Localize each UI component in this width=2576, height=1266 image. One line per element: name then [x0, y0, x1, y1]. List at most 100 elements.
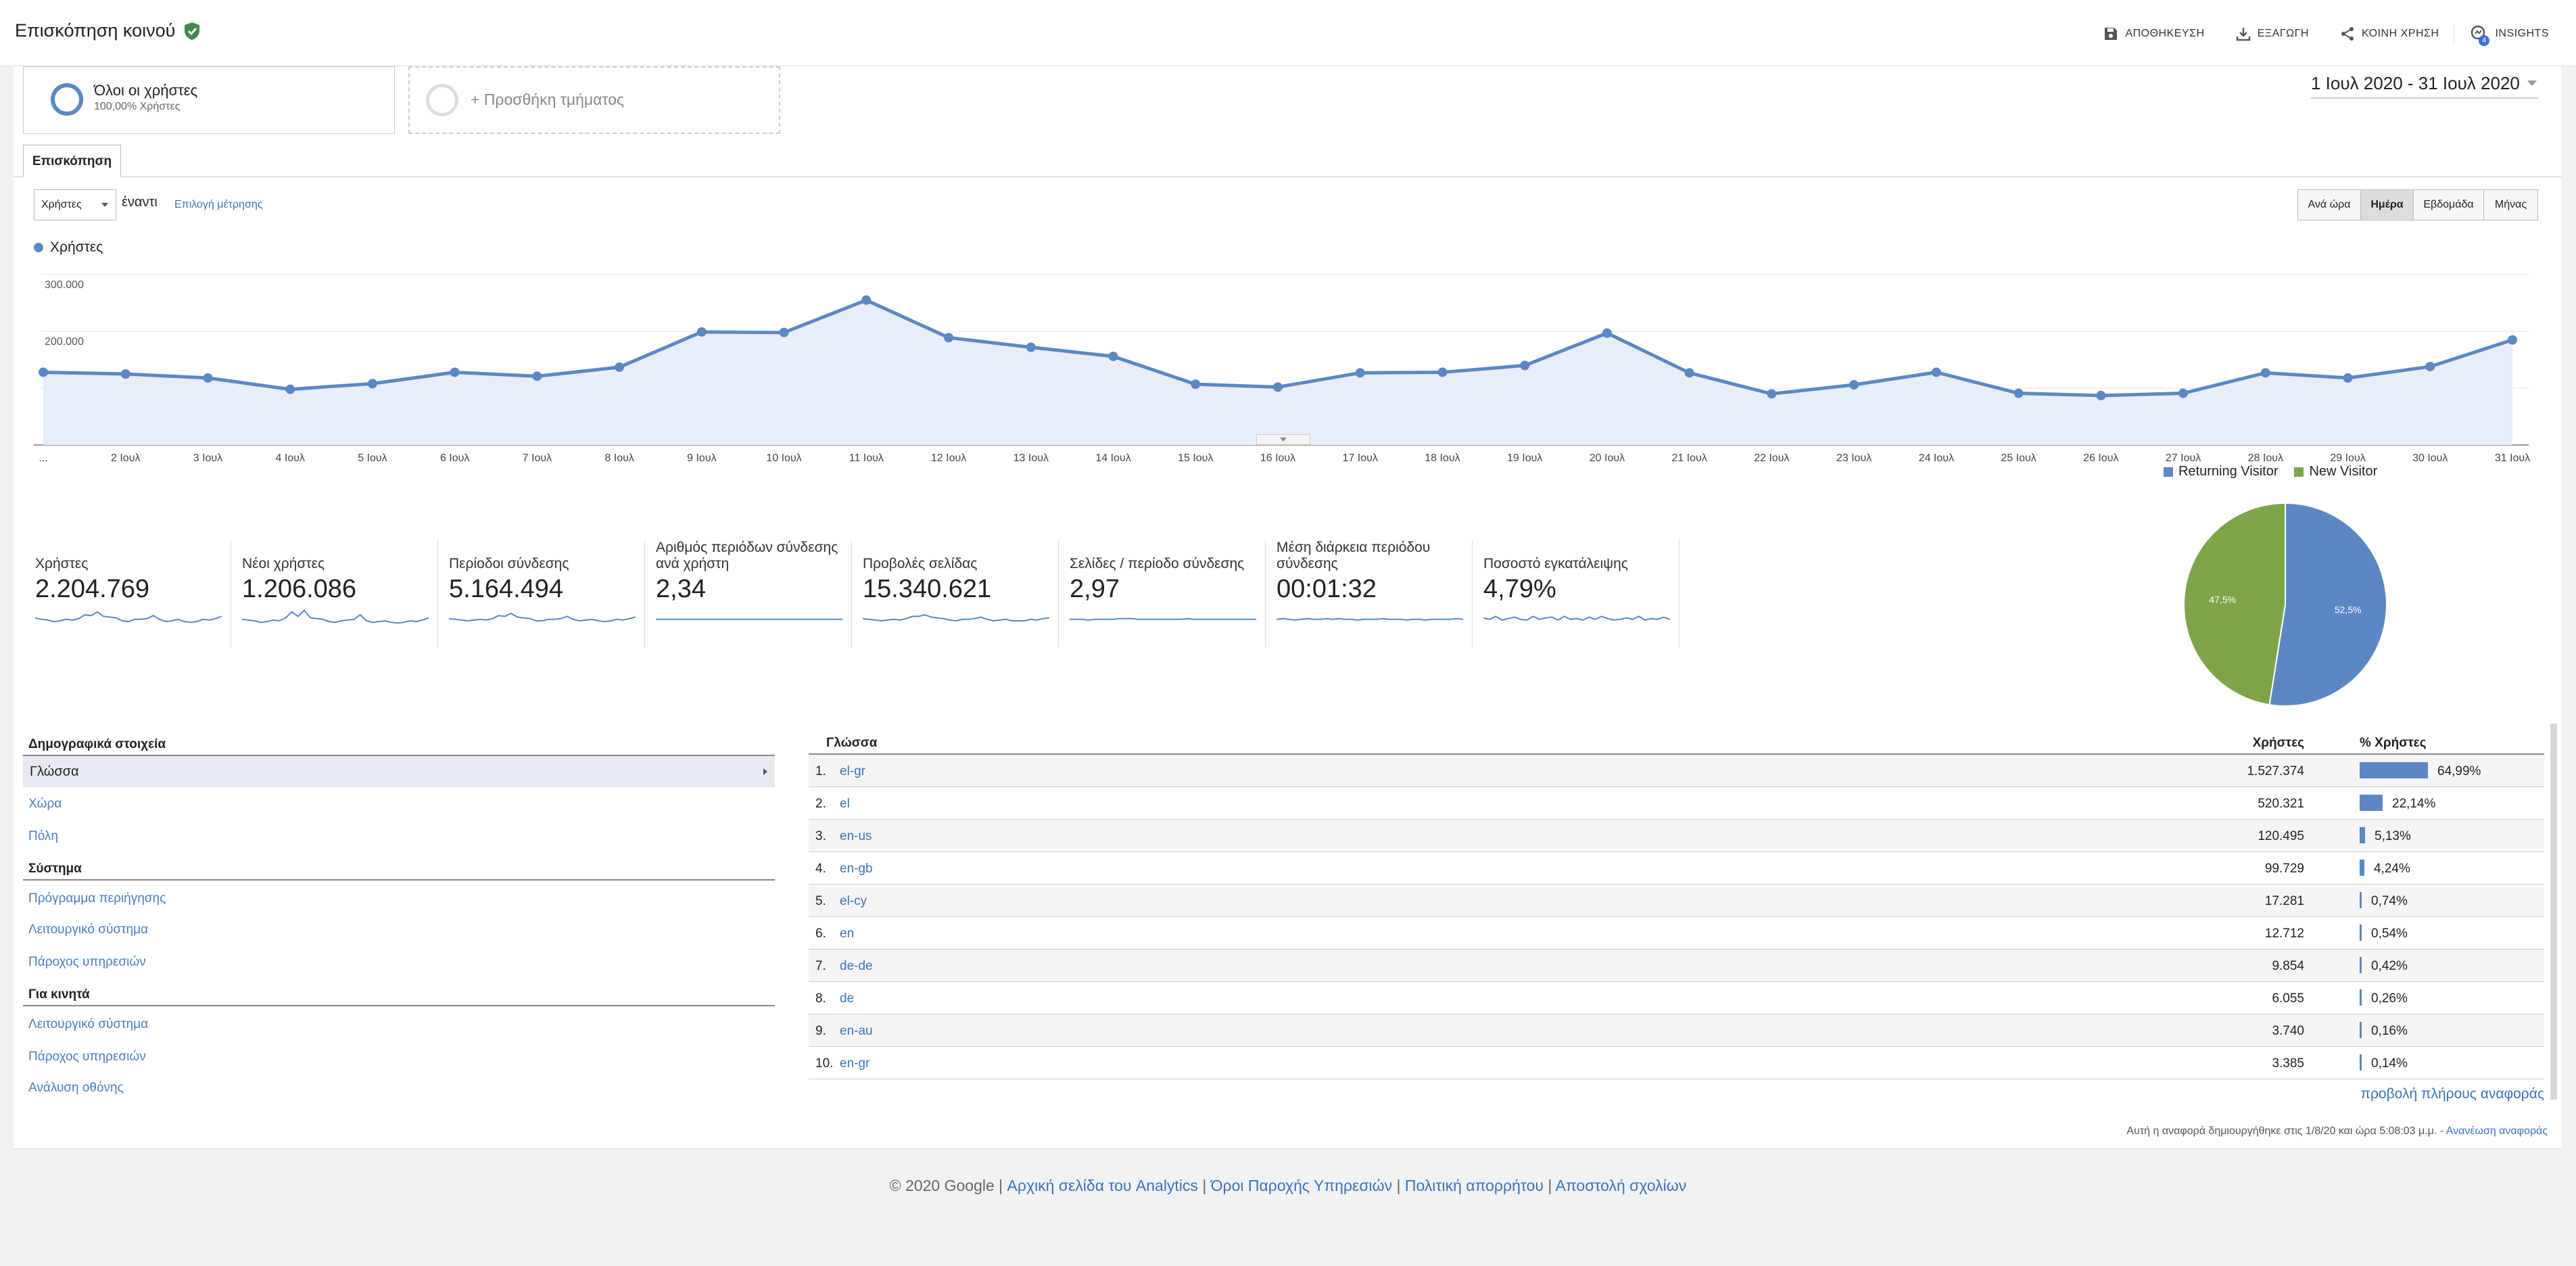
nav-item-country[interactable]: Χώρα — [28, 797, 62, 811]
metric-4: Αριθμός περιόδων σύνδεσης ανά χρήστη 2,34 — [649, 540, 852, 648]
users-point[interactable] — [696, 327, 707, 337]
users-point[interactable] — [2178, 388, 2189, 398]
nav-item-screen-resolution[interactable]: Ανάλυση οθόνης — [28, 1081, 124, 1095]
granularity-month[interactable]: Μήνας — [2484, 189, 2538, 220]
x-tick-label: 6 Ιουλ — [440, 452, 469, 464]
row-language-link[interactable]: el-cy — [840, 894, 867, 908]
users-point[interactable] — [1191, 379, 1201, 390]
users-point[interactable] — [2343, 373, 2353, 383]
users-point[interactable] — [1108, 351, 1118, 361]
scrollbar[interactable] — [2550, 724, 2557, 1100]
users-point[interactable] — [1849, 379, 1859, 390]
users-point[interactable] — [120, 369, 130, 379]
row-language-link[interactable]: de-de — [840, 959, 873, 973]
row-rank: 2. — [815, 797, 826, 811]
pie-slice-new[interactable] — [2183, 502, 2286, 706]
x-tick-label: 30 Ιουλ — [2412, 452, 2448, 464]
metric-8: Ποσοστό εγκατάλειψης 4,79% — [1477, 540, 1679, 648]
footer-link-privacy[interactable]: Πολιτική απορρήτου — [1404, 1177, 1544, 1194]
users-point[interactable] — [285, 384, 295, 394]
granularity-hour[interactable]: Ανά ώρα — [2297, 189, 2361, 220]
users-area — [43, 300, 2512, 445]
users-point[interactable] — [1767, 389, 1777, 399]
refresh-report-link[interactable]: Ανανέωση αναφοράς — [2446, 1125, 2548, 1137]
date-range-picker[interactable]: 1 Ιουλ 2020 - 31 Ιουλ 2020 — [2311, 69, 2538, 99]
granularity-day[interactable]: Ημέρα — [2361, 189, 2414, 220]
users-point[interactable] — [450, 367, 460, 377]
row-language-link[interactable]: de — [840, 991, 855, 1006]
granularity-week[interactable]: Εβδομάδα — [2414, 189, 2484, 220]
export-button[interactable]: ΕΞΑΓΩΓΗ — [2236, 24, 2309, 43]
row-language-link[interactable]: el-gr — [840, 764, 866, 778]
row-pct: 0,42% — [2371, 959, 2408, 973]
row-language-link[interactable]: en-au — [840, 1024, 873, 1038]
users-point[interactable] — [1520, 360, 1530, 371]
metric-select[interactable]: Χρήστες — [34, 189, 116, 220]
users-point[interactable] — [367, 379, 377, 389]
row-users: 17.281 — [2264, 894, 2304, 908]
footer-link-feedback[interactable]: Αποστολή σχολίων — [1555, 1177, 1687, 1194]
users-point[interactable] — [1273, 382, 1283, 392]
row-language-link[interactable]: en — [840, 927, 855, 941]
footer-link-analytics-home[interactable]: Αρχική σελίδα του Analytics — [1007, 1177, 1198, 1194]
metric-label: Ποσοστό εγκατάλειψης — [1483, 556, 1628, 571]
metric-value: 00:01:32 — [1277, 575, 1377, 603]
insights-button[interactable]: 4 INSIGHTS — [2454, 24, 2549, 46]
x-tick-label: 9 Ιουλ — [687, 452, 716, 464]
users-point[interactable] — [39, 367, 48, 377]
nav-item-browser[interactable]: Πρόγραμμα περιήγησης — [28, 891, 166, 906]
segment-all-users[interactable]: Όλοι οι χρήστες 100,00% Χρήστες — [23, 66, 395, 134]
users-point[interactable] — [1355, 368, 1365, 378]
users-point[interactable] — [944, 333, 954, 343]
metric-value: 4,79% — [1483, 575, 1556, 603]
chart-resize-handle[interactable] — [1256, 434, 1310, 445]
save-button[interactable]: ΑΠΟΘΗΚΕΥΣΗ — [2103, 24, 2204, 43]
pie-slice-returning[interactable] — [2268, 502, 2387, 707]
x-tick-label: 17 Ιουλ — [1343, 452, 1378, 464]
x-tick-label: 18 Ιουλ — [1425, 452, 1460, 464]
row-language-link[interactable]: en-us — [840, 829, 872, 843]
segment-sub: 100,00% Χρήστες — [94, 101, 181, 112]
row-language-link[interactable]: en-gb — [840, 862, 873, 876]
nav-item-language[interactable]: Γλώσσα — [23, 756, 775, 787]
users-point[interactable] — [861, 295, 872, 305]
add-segment-button[interactable]: + Προσθήκη τμήματος — [408, 66, 780, 134]
row-users: 3.385 — [2272, 1056, 2304, 1071]
users-point[interactable] — [2260, 368, 2270, 378]
users-point[interactable] — [1026, 342, 1036, 352]
users-point[interactable] — [779, 327, 789, 337]
footer-link-terms[interactable]: Όροι Παροχής Υπηρεσιών — [1210, 1177, 1393, 1194]
row-language-link[interactable]: en-gr — [840, 1056, 870, 1071]
tab-overview[interactable]: Επισκόπηση — [23, 145, 121, 177]
table-row: 8. de 6.055 0,26% — [809, 982, 2544, 1014]
users-point[interactable] — [1437, 367, 1448, 377]
nav-item-mobile-os[interactable]: Λειτουργικό σύστημα — [28, 1017, 149, 1031]
users-point[interactable] — [1931, 367, 1941, 377]
table-row: 1. el-gr 1.527.374 64,99% — [809, 755, 2544, 787]
row-language-link[interactable]: el — [840, 797, 850, 811]
nav-item-os[interactable]: Λειτουργικό σύστημα — [28, 922, 149, 937]
select-metric-link[interactable]: Επιλογή μέτρησης — [174, 199, 263, 210]
page-title: Επισκόπηση κοινού — [15, 20, 176, 41]
nav-item-city[interactable]: Πόλη — [28, 829, 58, 843]
users-point[interactable] — [532, 371, 542, 381]
demographics-divider — [23, 755, 775, 756]
users-point[interactable] — [2508, 335, 2517, 345]
users-point[interactable] — [615, 362, 625, 372]
nav-item-mobile-provider[interactable]: Πάροχος υπηρεσιών — [28, 1050, 146, 1064]
users-point[interactable] — [2013, 388, 2024, 398]
full-report-link[interactable]: προβολή πλήρους αναφοράς — [2360, 1086, 2544, 1102]
users-point[interactable] — [2425, 362, 2435, 372]
report-card: Όλοι οι χρήστες 100,00% Χρήστες + Προσθή… — [14, 66, 2561, 1149]
metric-value: 15.340.621 — [863, 575, 992, 603]
save-icon — [2105, 28, 2118, 40]
row-pct-bar — [2360, 1022, 2362, 1038]
users-point[interactable] — [2096, 390, 2106, 400]
nav-item-provider[interactable]: Πάροχος υπηρεσιών — [28, 955, 146, 969]
metric-5: Προβολές σελίδας 15.340.621 — [856, 540, 1059, 648]
users-point[interactable] — [203, 373, 213, 383]
users-point[interactable] — [1602, 328, 1612, 338]
users-point[interactable] — [1684, 368, 1694, 378]
metric-2: Νέοι χρήστες 1.206.086 — [235, 540, 438, 648]
share-button[interactable]: ΚΟΙΝΗ ΧΡΗΣΗ — [2340, 24, 2439, 43]
